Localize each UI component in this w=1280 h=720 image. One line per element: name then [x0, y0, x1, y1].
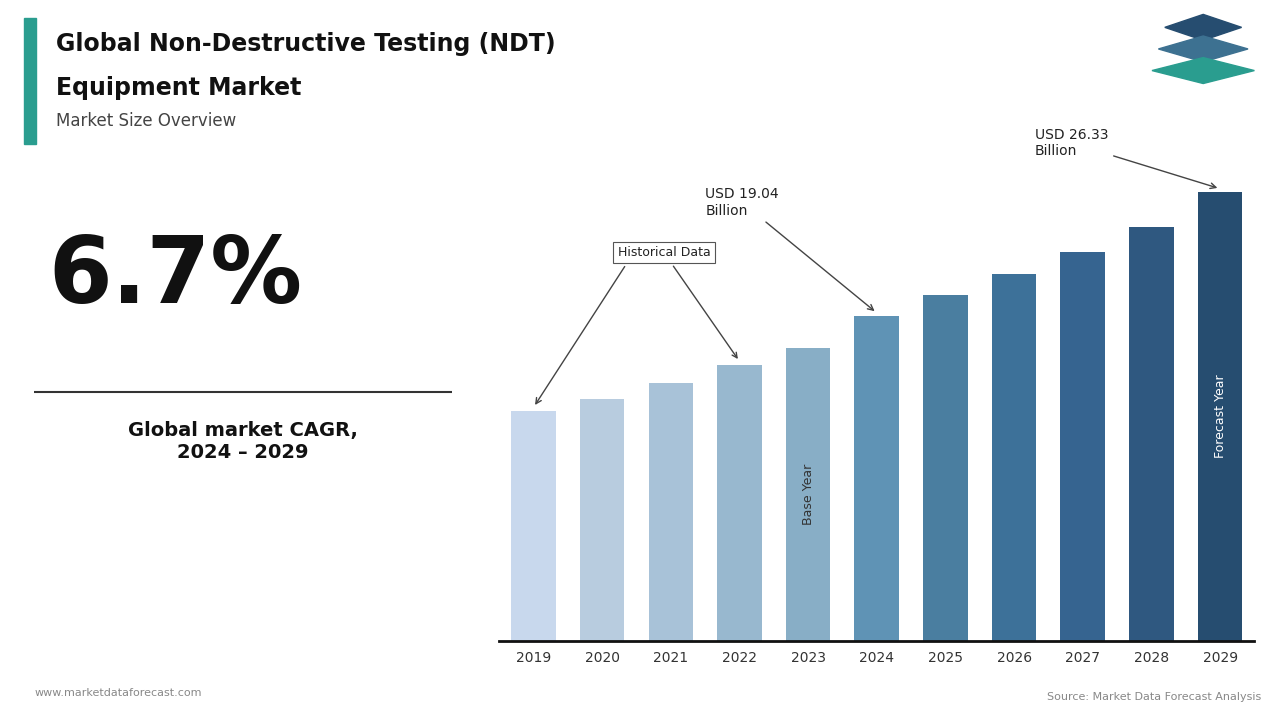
- Text: Market Size Overview: Market Size Overview: [56, 112, 237, 130]
- Bar: [786, 348, 831, 641]
- Text: Global Non-Destructive Testing (NDT): Global Non-Destructive Testing (NDT): [56, 32, 556, 56]
- Text: www.marketdataforecast.com: www.marketdataforecast.com: [35, 688, 201, 698]
- Bar: [1198, 192, 1243, 641]
- Text: Historical Data: Historical Data: [617, 246, 737, 358]
- Polygon shape: [1152, 58, 1254, 84]
- Text: USD 19.04
Billion: USD 19.04 Billion: [705, 187, 873, 310]
- Polygon shape: [1165, 14, 1242, 40]
- Text: Equipment Market: Equipment Market: [56, 76, 301, 99]
- Text: Base Year: Base Year: [801, 464, 814, 525]
- Bar: [855, 316, 899, 641]
- Polygon shape: [1158, 36, 1248, 62]
- Text: Forecast Year: Forecast Year: [1213, 374, 1226, 459]
- Text: Global market CAGR,
2024 – 2029: Global market CAGR, 2024 – 2029: [128, 421, 358, 462]
- Bar: [24, 18, 37, 144]
- Bar: [649, 384, 694, 641]
- Text: 6.7%: 6.7%: [49, 232, 302, 323]
- Bar: [511, 410, 556, 641]
- Text: Source: Market Data Forecast Analysis: Source: Market Data Forecast Analysis: [1047, 692, 1261, 702]
- Bar: [1060, 252, 1105, 641]
- Bar: [923, 295, 968, 641]
- Bar: [992, 274, 1037, 641]
- Text: USD 26.33
Billion: USD 26.33 Billion: [1034, 128, 1216, 189]
- Bar: [1129, 227, 1174, 641]
- Bar: [580, 399, 625, 641]
- Bar: [717, 365, 762, 641]
